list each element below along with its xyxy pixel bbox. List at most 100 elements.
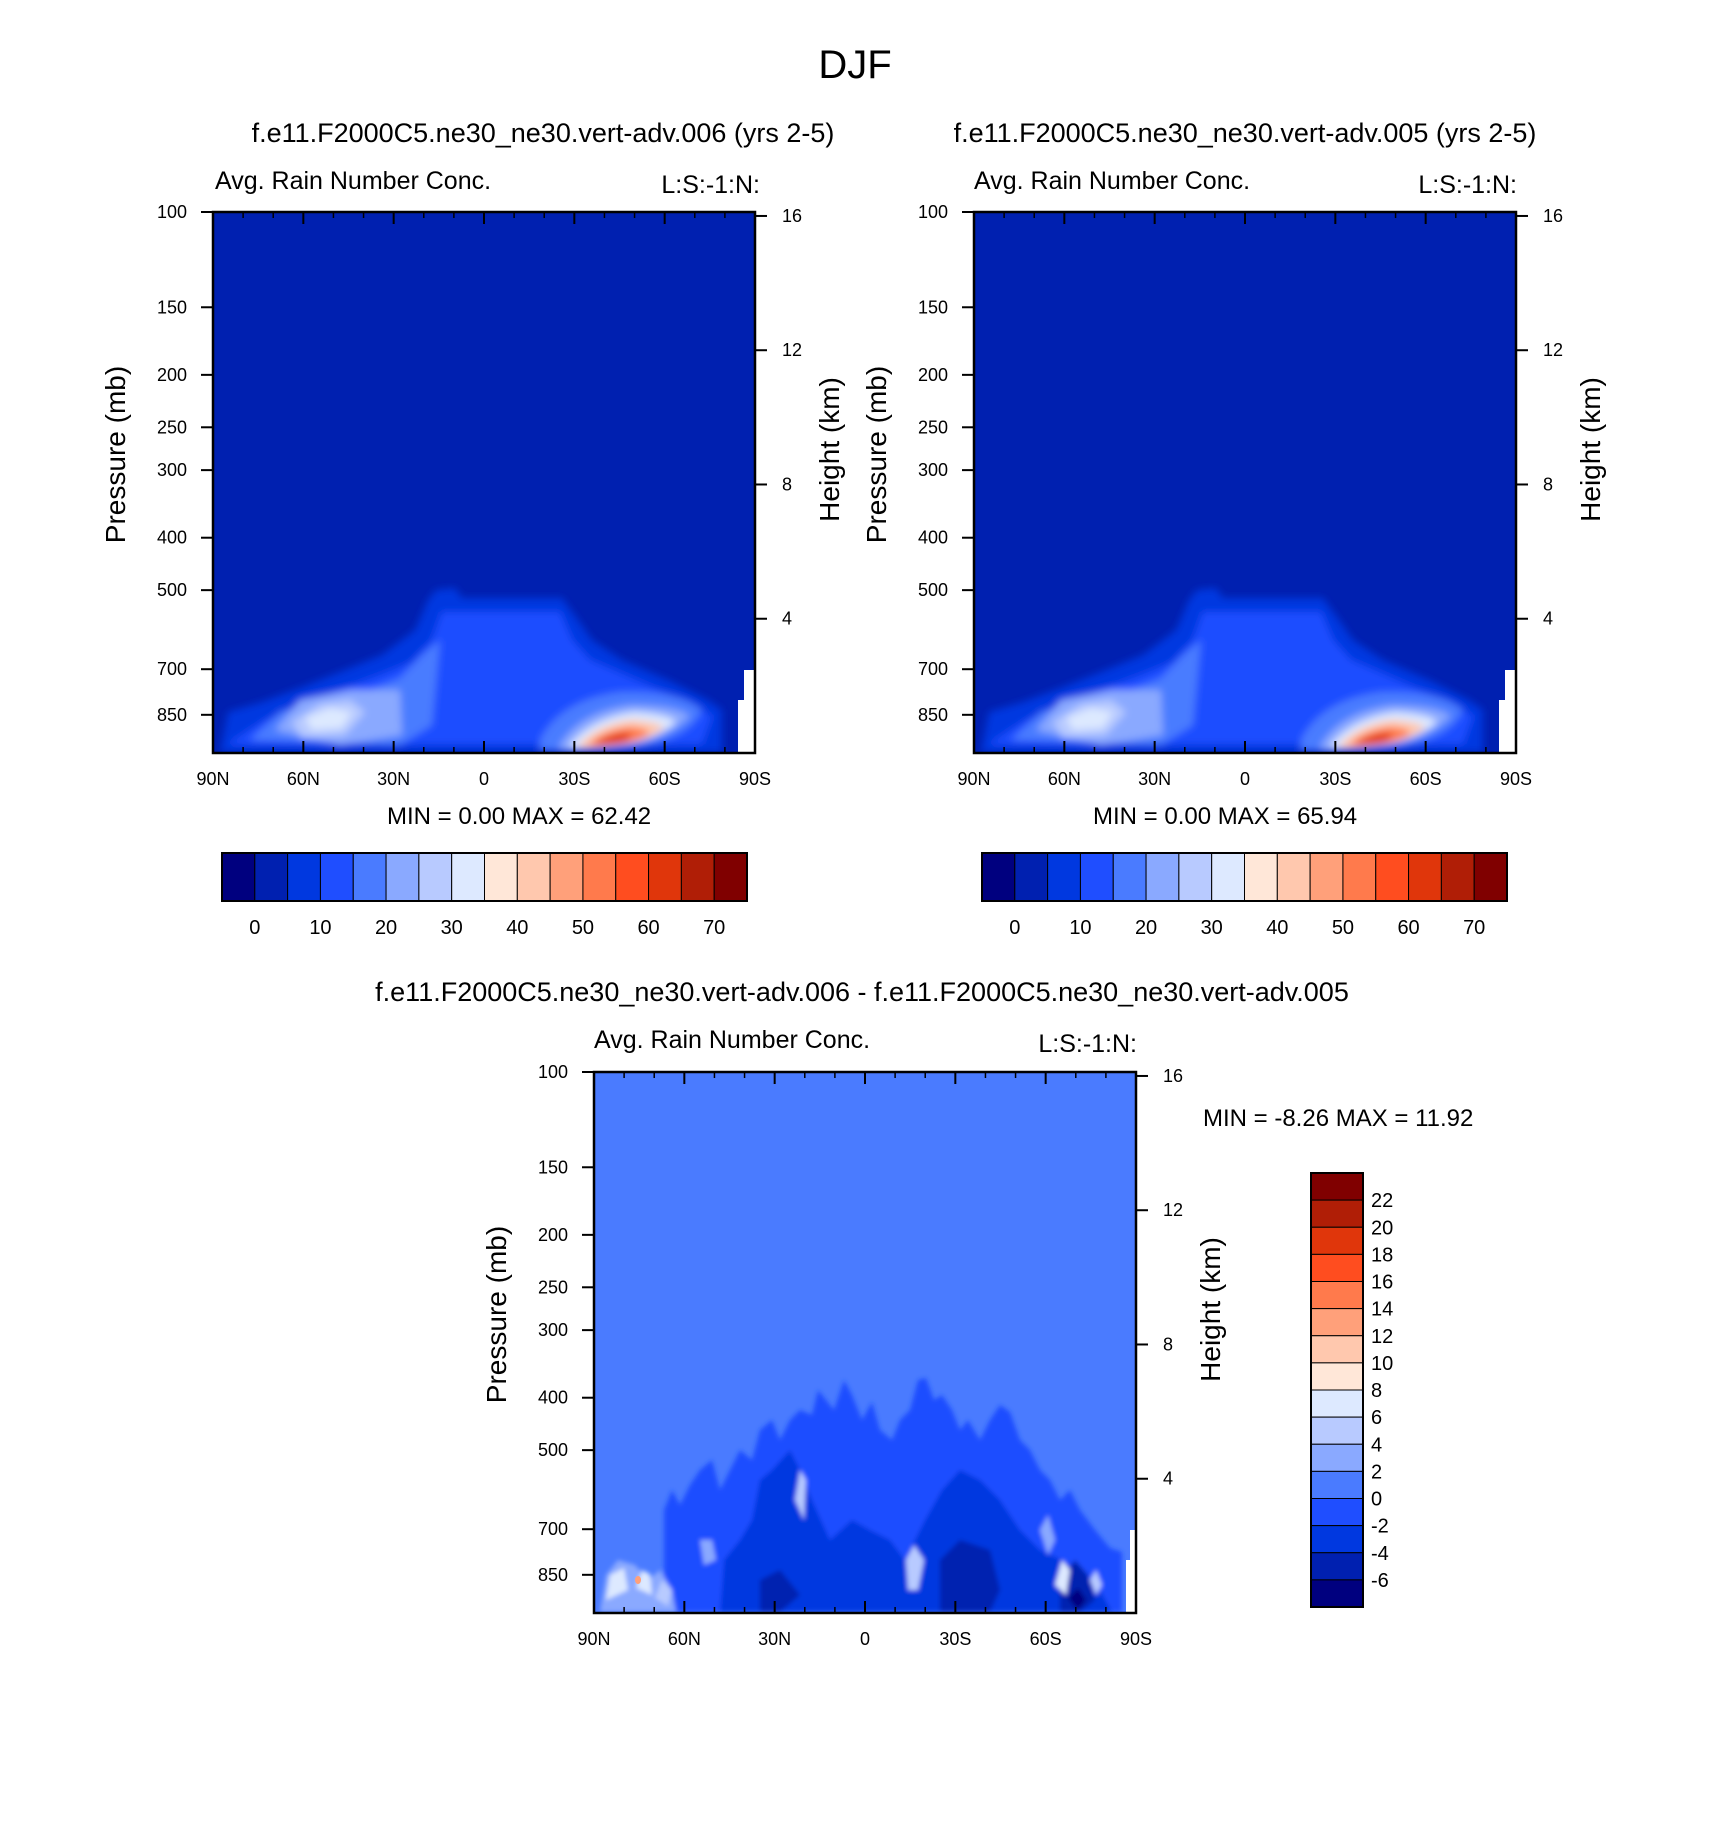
y-tick-label: 300: [918, 460, 948, 480]
panel-3-min-max: MIN = -8.26 MAX = 11.92: [1203, 1105, 1473, 1132]
colorbar-swatch: [680, 852, 715, 902]
y-tick-label: 700: [918, 659, 948, 679]
colorbar-swatch: [319, 852, 354, 902]
colorbar-swatch: [1310, 1525, 1364, 1554]
colorbar-swatch: [1310, 1199, 1364, 1228]
colorbar-label: -2: [1371, 1516, 1389, 1538]
x-tick-label: 90N: [577, 1629, 610, 1649]
colorbar-label: 10: [309, 917, 331, 939]
x-tick-label: 90S: [1500, 769, 1532, 789]
panel-2: f.e11.F2000C5.ne30_ne30.vert-adv.005 (yr…: [861, 118, 1606, 939]
colorbar-swatch: [1310, 1498, 1364, 1527]
panel-1-contour-field: [213, 212, 755, 753]
colorbar-swatch: [484, 852, 518, 902]
x-tick-label: 90S: [1120, 1629, 1152, 1649]
y-tick-label: 150: [157, 297, 187, 317]
y-right-tick-label: 12: [1163, 1200, 1183, 1220]
y-tick-label: 100: [918, 202, 948, 222]
y-tick-label: 250: [538, 1277, 568, 1297]
colorbar-swatch: [1310, 1281, 1364, 1310]
colorbar-swatch: [1310, 1172, 1364, 1201]
y-right-tick-label: 16: [1543, 206, 1563, 226]
y-tick-label: 500: [538, 1440, 568, 1460]
y-right-axis-title: Height (km): [1575, 377, 1606, 522]
y-tick-label: 200: [918, 365, 948, 385]
colorbar-label: 4: [1371, 1434, 1382, 1456]
x-tick-label: 90S: [739, 769, 771, 789]
colorbar-label: 50: [1332, 917, 1354, 939]
x-tick-label: 60N: [287, 769, 320, 789]
colorbar-swatch: [1310, 1362, 1364, 1391]
y-tick-label: 200: [157, 365, 187, 385]
colorbar-label: -4: [1371, 1543, 1389, 1565]
colorbar-label: -6: [1371, 1570, 1389, 1592]
colorbar-swatch: [1079, 852, 1114, 902]
y-tick-label: 500: [157, 580, 187, 600]
x-tick-label: 0: [479, 769, 489, 789]
panel-3-level-label: L:S:-1:N:: [1038, 1030, 1137, 1058]
colorbar-swatch: [287, 852, 321, 902]
x-tick-label: 60S: [649, 769, 681, 789]
panel-2-contour-field: [974, 212, 1516, 753]
panel-1-variable-label: Avg. Rain Number Conc.: [215, 167, 491, 195]
panel-1-colorbar: 0 10 20 30 40 50 60 70: [221, 852, 748, 939]
y-tick-label: 200: [538, 1225, 568, 1245]
colorbar-swatch: [1178, 852, 1213, 902]
x-tick-label: 30S: [1319, 769, 1351, 789]
colorbar-swatch: [1310, 1389, 1364, 1418]
panel-1: f.e11.F2000C5.ne30_ne30.vert-adv.006 (yr…: [100, 118, 845, 939]
colorbar-swatch: [1342, 852, 1377, 902]
colorbar-swatch: [1310, 1416, 1364, 1445]
y-tick-label: 300: [157, 460, 187, 480]
y-tick-label: 100: [157, 202, 187, 222]
colorbar-swatch: [451, 852, 485, 902]
colorbar-swatch: [549, 852, 584, 902]
colorbar-frame: [981, 852, 1508, 902]
y-tick-label: 250: [918, 417, 948, 437]
colorbar-label: 16: [1371, 1272, 1393, 1294]
y-right-tick-label: 4: [1543, 609, 1553, 629]
colorbar-swatch: [1310, 1226, 1364, 1255]
y-axis-title: Pressure (mb): [481, 1226, 512, 1403]
y-tick-label: 150: [538, 1157, 568, 1177]
colorbar-swatch: [1310, 1308, 1364, 1337]
colorbar-swatch: [1310, 1253, 1364, 1282]
colorbar-label: 12: [1371, 1326, 1393, 1348]
colorbar-label: 20: [1371, 1217, 1393, 1239]
y-tick-label: 300: [538, 1320, 568, 1340]
colorbar-label: 40: [1266, 917, 1288, 939]
colorbar-frame: [221, 852, 748, 902]
colorbar-swatch: [385, 852, 420, 902]
y-tick-label: 850: [157, 705, 187, 725]
colorbar-label: 70: [1463, 917, 1485, 939]
y-axis-title: Pressure (mb): [861, 366, 892, 543]
y-tick-label: 700: [538, 1519, 568, 1539]
y-tick-label: 850: [918, 705, 948, 725]
colorbar-swatch: [1244, 852, 1278, 902]
colorbar-swatch: [1310, 1579, 1364, 1608]
colorbar-label: 30: [441, 917, 463, 939]
colorbar-label: 10: [1371, 1353, 1393, 1375]
y-tick-label: 400: [918, 528, 948, 548]
x-tick-label: 30N: [758, 1629, 791, 1649]
y-tick-label: 150: [918, 297, 948, 317]
x-tick-label: 60N: [668, 1629, 701, 1649]
x-tick-label: 30S: [939, 1629, 971, 1649]
colorbar-swatch: [1112, 852, 1147, 902]
panel-2-axes: 90N 60N 30N 0 30S 60S 90S 100 150 200 250 300 400 500…: [861, 202, 1606, 789]
colorbar-swatch: [582, 852, 617, 902]
panel-2-variable-label: Avg. Rain Number Conc.: [974, 167, 1250, 195]
colorbar-label: 40: [506, 917, 528, 939]
y-tick-label: 500: [918, 580, 948, 600]
colorbar-label: 6: [1371, 1407, 1382, 1429]
y-right-tick-label: 12: [1543, 340, 1563, 360]
colorbar-swatch: [418, 852, 453, 902]
colorbar-label: 10: [1069, 917, 1091, 939]
colorbar-swatch: [713, 852, 748, 902]
colorbar-swatch: [516, 852, 551, 902]
colorbar-swatch: [1440, 852, 1475, 902]
x-tick-label: 30N: [1138, 769, 1171, 789]
x-tick-label: 30S: [558, 769, 590, 789]
colorbar-swatch: [1047, 852, 1081, 902]
